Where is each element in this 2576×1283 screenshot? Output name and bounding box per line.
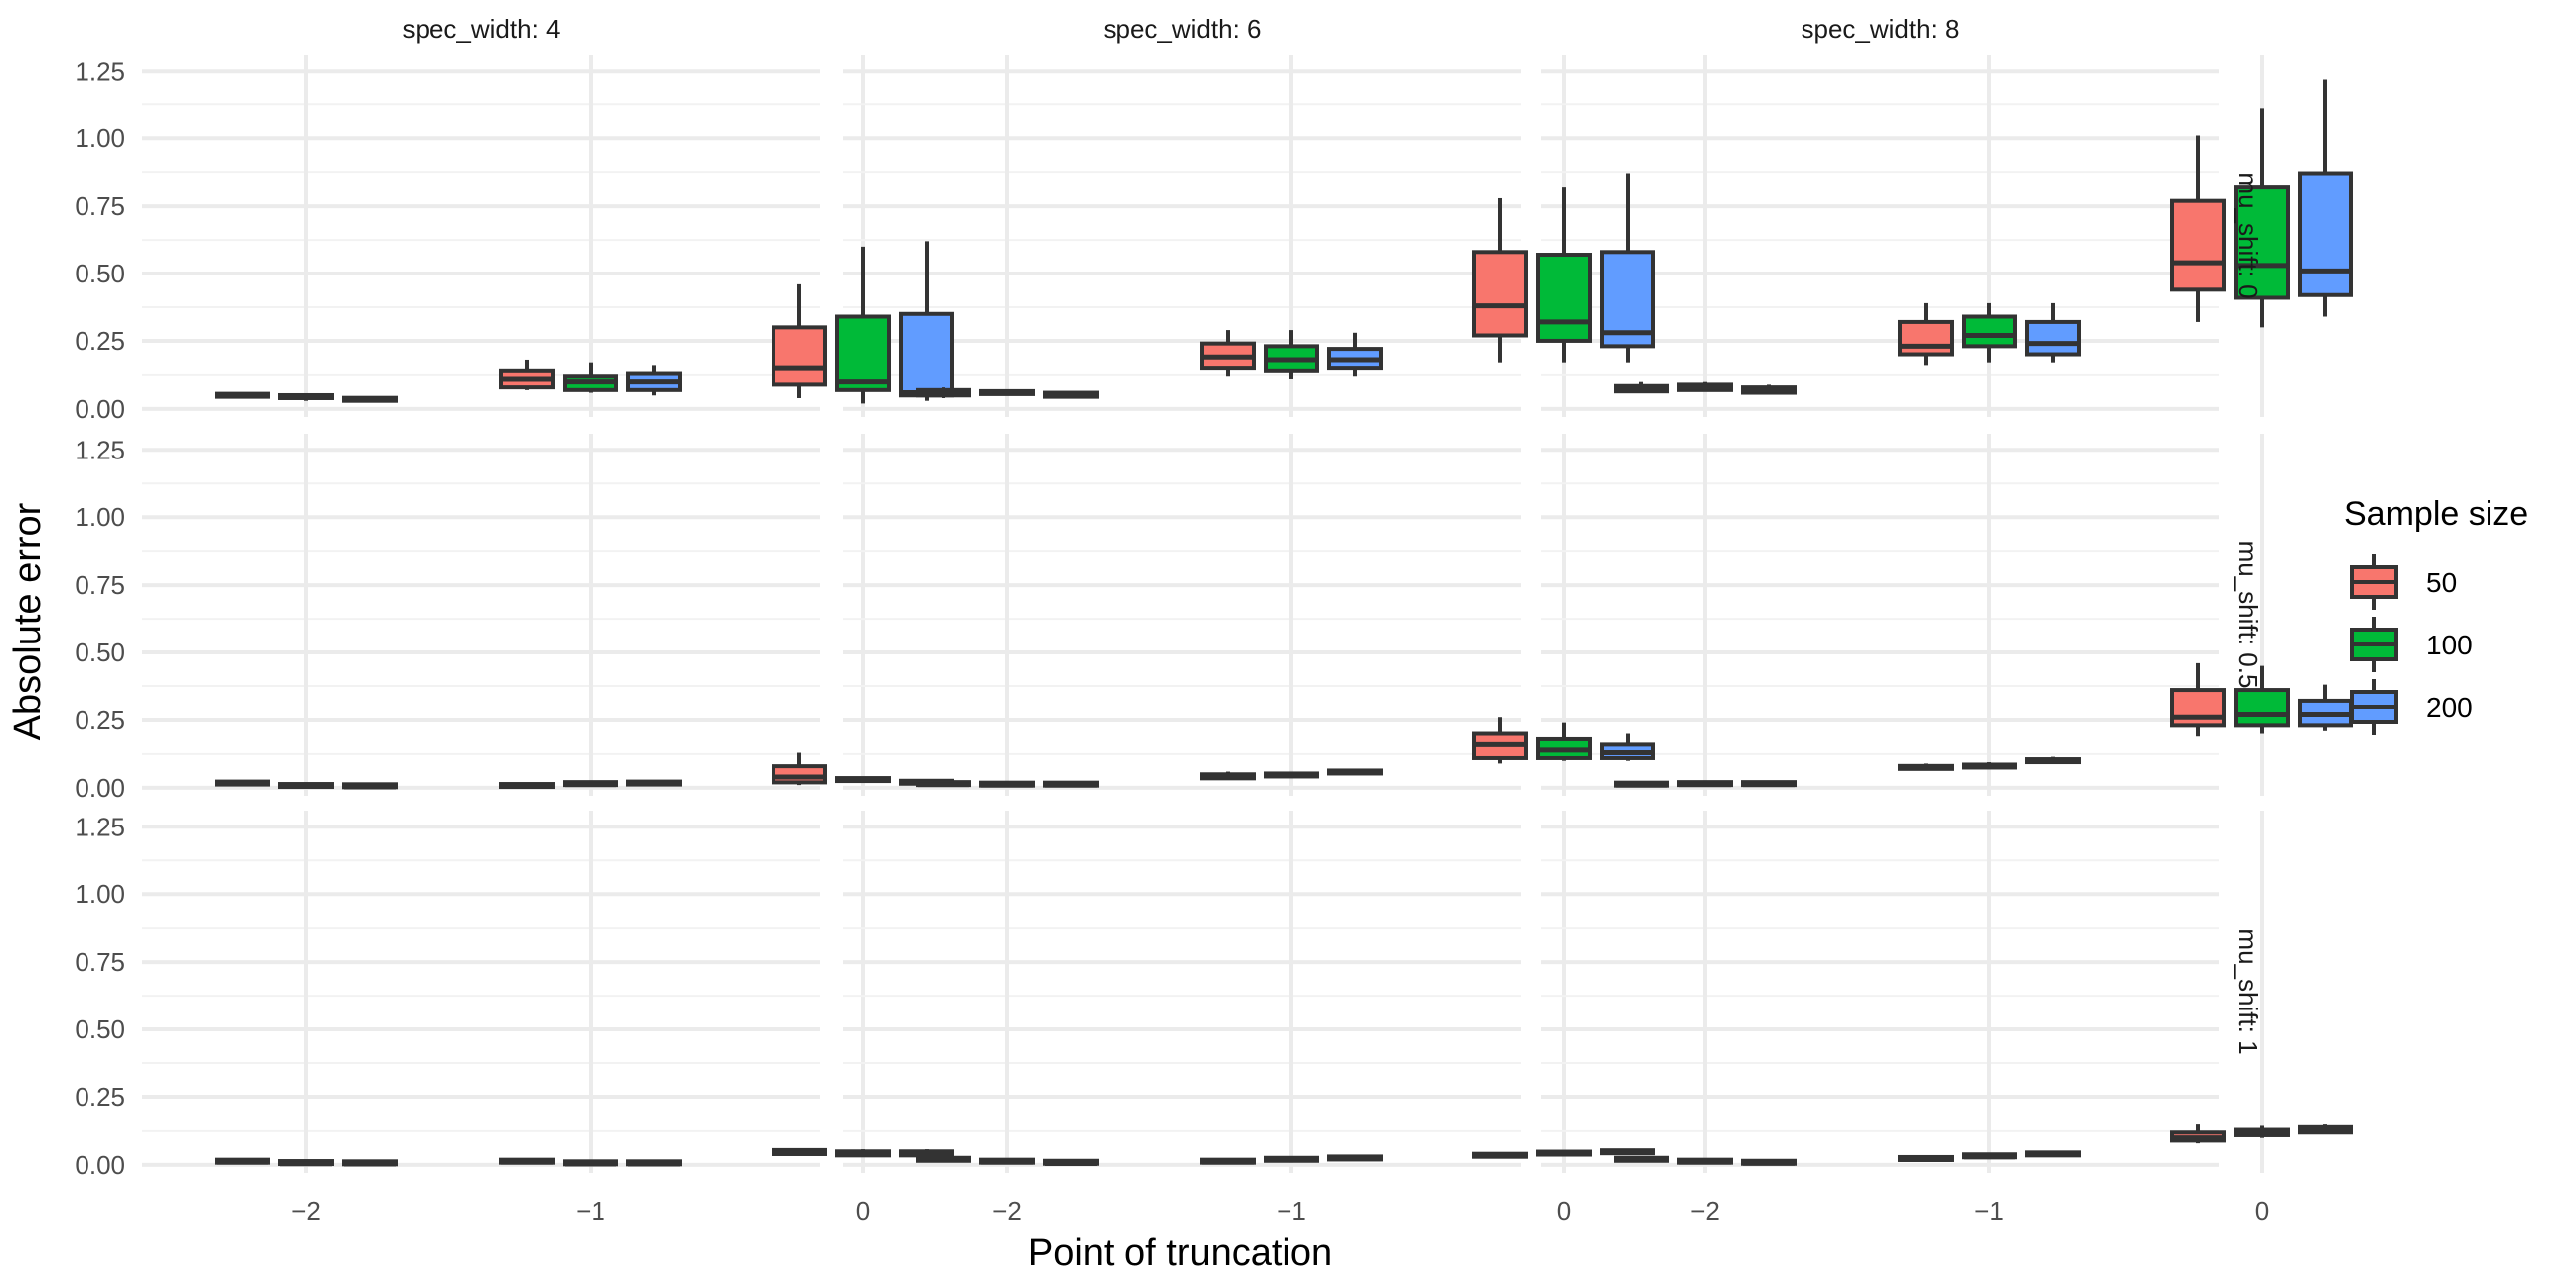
legend: Sample size 50 100 200	[2344, 495, 2528, 735]
legend-title: Sample size	[2344, 495, 2528, 533]
legend-label: 100	[2426, 630, 2473, 660]
labels-layer: 0.00 0.25 0.50 0.75 1.00 1.25 mu_shift: 0 0.00 0…	[75, 14, 2269, 1226]
box	[772, 764, 827, 785]
row-strip-label: mu_shift: 1	[2233, 928, 2263, 1054]
box	[1898, 319, 1954, 357]
x-tick-label: −1	[1277, 1196, 1306, 1226]
y-tick-label: 0.75	[75, 191, 125, 221]
grid-layer	[142, 55, 2264, 1173]
y-tick-label: 0.25	[75, 326, 125, 356]
y-tick-label: 0.50	[75, 259, 125, 288]
y-tick-label: 0.25	[75, 705, 125, 735]
x-tick-label: −1	[576, 1196, 605, 1226]
box	[2170, 688, 2226, 728]
box	[1536, 253, 1592, 343]
column-strip-label: spec_width: 4	[403, 14, 561, 44]
y-tick-label: 1.25	[75, 435, 125, 464]
y-tick-label: 0.75	[75, 947, 125, 977]
x-tick-label: 0	[856, 1196, 870, 1226]
y-tick-label: 1.25	[75, 812, 125, 841]
y-tick-label: 1.00	[75, 879, 125, 909]
column-strip-label: spec_width: 6	[1104, 14, 1262, 44]
x-tick-label: −2	[1690, 1196, 1720, 1226]
box	[772, 325, 827, 387]
y-tick-label: 1.25	[75, 56, 125, 86]
box	[2025, 319, 2081, 357]
box	[2298, 171, 2353, 297]
legend-label: 50	[2426, 567, 2457, 598]
y-tick-label: 0.50	[75, 1014, 125, 1044]
y-tick-label: 0.75	[75, 570, 125, 600]
x-axis-title: Point of truncation	[1028, 1232, 1332, 1274]
box	[2234, 688, 2290, 728]
box	[835, 314, 891, 392]
y-tick-label: 1.00	[75, 502, 125, 532]
y-tick-label: 0.00	[75, 394, 125, 424]
boxes-layer	[215, 79, 2353, 1167]
y-tick-label: 0.50	[75, 638, 125, 667]
box	[2234, 185, 2290, 300]
y-tick-label: 0.00	[75, 773, 125, 803]
x-tick-label: −2	[992, 1196, 1022, 1226]
box	[1472, 250, 1528, 338]
x-tick-label: −2	[291, 1196, 321, 1226]
box	[2170, 198, 2226, 292]
y-axis-title: Absolute error	[7, 502, 49, 740]
x-tick-label: 0	[2255, 1196, 2269, 1226]
x-tick-label: 0	[1557, 1196, 1571, 1226]
y-tick-label: 1.00	[75, 123, 125, 153]
y-tick-label: 0.00	[75, 1150, 125, 1180]
legend-label: 200	[2426, 692, 2473, 723]
row-strip-label: mu_shift: 0.5	[2233, 541, 2263, 689]
box	[899, 311, 954, 398]
x-tick-label: −1	[1975, 1196, 2004, 1226]
column-strip-label: spec_width: 8	[1802, 14, 1960, 44]
row-strip-label: mu_shift: 0	[2233, 172, 2263, 298]
box	[1962, 314, 2017, 349]
y-tick-label: 0.25	[75, 1082, 125, 1112]
